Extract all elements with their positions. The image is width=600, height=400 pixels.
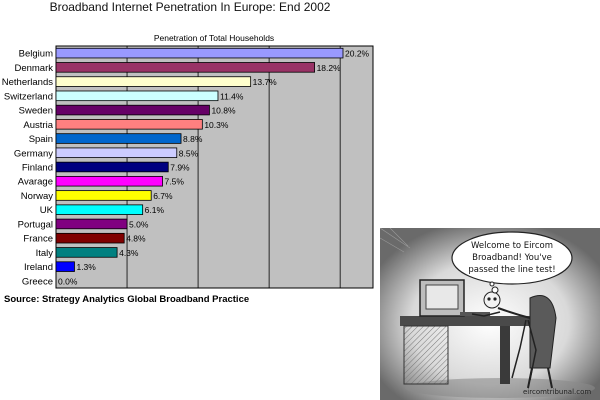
value-label: 18.2% (317, 63, 342, 73)
bar-avarage (55, 175, 163, 187)
category-label: Finland (22, 163, 53, 174)
category-label: UK (40, 205, 54, 216)
bar-belgium (55, 47, 344, 59)
bar-sweden (55, 104, 210, 116)
value-label: 20.2% (345, 49, 370, 59)
chart-title: Broadband Internet Penetration In Europe… (49, 0, 331, 14)
source-note: Source: Strategy Analytics Global Broadb… (4, 294, 250, 305)
bar-netherlands (55, 76, 252, 87)
bar-chart: Penetration of Total Households Belgium 2… (2, 33, 374, 289)
value-label: 6.7% (153, 191, 173, 201)
bar-norway (55, 190, 152, 201)
category-label: Portugal (18, 219, 53, 230)
category-label: Greece (22, 276, 53, 287)
category-label: Belgium (19, 49, 53, 60)
category-label: France (23, 234, 53, 245)
category-label: Ireland (24, 262, 53, 273)
category-label: Switzerland (4, 91, 53, 102)
value-label: 1.3% (76, 262, 96, 272)
bar-austria (55, 119, 203, 130)
chart-subtitle: Penetration of Total Households (154, 33, 274, 43)
value-label: 5.0% (129, 219, 149, 229)
bar-switzerland (55, 90, 219, 102)
category-label: Italy (36, 248, 54, 259)
category-label: Avarage (18, 177, 53, 188)
bar-france (55, 232, 125, 244)
cartoon-credit: eircomtribunal.com (523, 388, 592, 396)
value-label: 10.3% (204, 120, 229, 130)
value-label: 0.0% (58, 276, 78, 286)
bar-italy (55, 247, 118, 258)
bar-spain (55, 133, 182, 144)
bar-uk (55, 204, 144, 215)
value-label: 8.5% (179, 148, 199, 158)
value-label: 7.9% (170, 163, 190, 173)
bar-portugal (55, 218, 128, 230)
category-label: Austria (23, 120, 53, 131)
value-label: 10.8% (211, 106, 236, 116)
category-label: Germany (14, 148, 53, 159)
value-label: 8.8% (183, 134, 203, 144)
bar-ireland (55, 261, 75, 272)
category-label: Norway (21, 191, 53, 202)
value-label: 4.3% (119, 248, 139, 258)
value-label: 11.4% (220, 91, 244, 101)
bar-finland (55, 161, 169, 173)
value-label: 6.1% (145, 205, 165, 215)
category-label: Netherlands (2, 77, 53, 88)
bar-denmark (55, 62, 315, 73)
value-label: 4.8% (126, 234, 146, 244)
value-label: 7.5% (165, 177, 185, 187)
value-label: 13.7% (253, 77, 278, 87)
category-label: Spain (29, 134, 53, 145)
category-label: Denmark (14, 63, 53, 74)
cartoon-illustration (380, 228, 600, 400)
speech-bubble-text: Welcome to Eircom Broadband! You've pass… (468, 241, 556, 275)
bar-germany (55, 147, 178, 159)
category-label: Sweden (19, 106, 53, 117)
